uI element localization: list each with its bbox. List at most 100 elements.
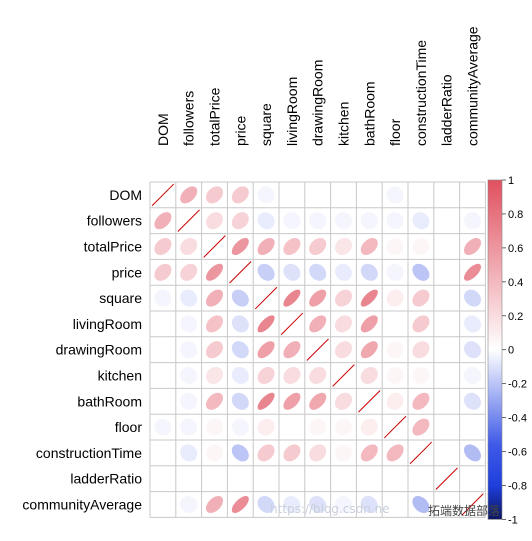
correlation-ellipse <box>463 289 482 307</box>
correlation-ellipse <box>283 366 301 385</box>
correlation-ellipse <box>360 186 378 204</box>
correlation-ellipse <box>309 212 327 230</box>
correlation-ellipse <box>412 418 430 436</box>
correlation-ellipse <box>154 341 172 359</box>
row-label: ladderRatio <box>70 471 142 487</box>
correlation-ellipse <box>412 470 430 488</box>
row-label: totalPrice <box>84 239 143 255</box>
correlation-ellipse <box>412 212 430 230</box>
correlation-ellipse <box>438 495 456 514</box>
correlation-ellipse <box>257 495 275 514</box>
correlation-ellipse <box>360 495 378 514</box>
correlation-ellipse <box>283 289 301 307</box>
correlation-ellipse <box>360 315 378 333</box>
diagonal-mark <box>383 415 407 439</box>
correlation-ellipse <box>386 263 404 281</box>
correlation-ellipse <box>231 444 249 462</box>
row-label: floor <box>115 419 143 435</box>
correlation-ellipse <box>386 470 404 488</box>
correlation-ellipse <box>257 470 275 488</box>
diagonal-mark <box>229 261 252 284</box>
correlation-ellipse <box>231 495 249 514</box>
correlation-ellipse <box>231 237 249 256</box>
column-label: square <box>258 103 274 146</box>
correlation-ellipse <box>334 418 353 436</box>
correlation-ellipse <box>360 341 378 359</box>
correlation-ellipse <box>205 366 224 385</box>
correlation-ellipse <box>438 263 456 281</box>
correlation-ellipse <box>283 186 301 204</box>
diagonal-mark <box>177 209 200 232</box>
correlation-ellipse <box>438 444 456 462</box>
correlation-ellipse <box>257 418 275 436</box>
correlation-ellipse <box>231 366 249 385</box>
column-label: DOM <box>155 113 171 146</box>
correlation-ellipse <box>360 444 378 462</box>
correlation-ellipse <box>360 263 378 281</box>
correlation-ellipse <box>360 212 378 230</box>
correlation-ellipse <box>386 237 404 256</box>
correlation-ellipse <box>231 418 249 436</box>
correlation-ellipse <box>154 212 172 230</box>
correlation-ellipse <box>205 315 224 333</box>
correlation-ellipse <box>257 237 275 256</box>
correlation-ellipse <box>205 289 224 307</box>
correlation-ellipse <box>386 495 404 514</box>
colorbar-tick-label: -0.4 <box>508 413 527 425</box>
diagonal-mark <box>280 312 304 336</box>
correlation-ellipse <box>154 315 172 333</box>
correlation-ellipse <box>463 186 482 204</box>
correlation-ellipse <box>205 341 224 359</box>
correlation-ellipse <box>412 315 430 333</box>
diagonal-mark <box>435 467 458 490</box>
correlation-ellipse <box>257 366 275 385</box>
correlation-ellipse <box>283 418 301 436</box>
correlation-ellipse <box>257 315 275 333</box>
correlation-ellipse <box>205 212 224 230</box>
correlation-ellipse <box>386 366 404 385</box>
correlation-ellipse <box>283 341 301 359</box>
correlation-ellipse <box>309 263 327 281</box>
correlation-ellipse <box>154 366 172 385</box>
correlation-ellipse <box>231 186 249 204</box>
row-label: communityAverage <box>22 497 142 513</box>
correlation-ellipse <box>180 418 198 436</box>
correlation-ellipse <box>154 289 172 307</box>
correlation-ellipse <box>283 444 301 462</box>
diagonal-mark <box>461 493 484 516</box>
colorbar-tick-label: -1 <box>508 514 518 526</box>
correlation-ellipse <box>154 418 172 436</box>
column-label: ladderRatio <box>439 74 455 146</box>
correlation-ellipse <box>309 289 327 307</box>
correlation-ellipse <box>386 212 404 230</box>
correlation-ellipse <box>438 289 456 307</box>
column-label: totalPrice <box>207 87 223 146</box>
correlation-ellipse <box>180 444 198 462</box>
correlation-ellipse <box>180 315 198 333</box>
correlation-ellipse <box>360 366 378 385</box>
correlation-ellipse <box>205 470 224 488</box>
correlation-ellipse <box>309 186 327 204</box>
diagonal-mark <box>151 183 175 207</box>
colorbar <box>487 179 503 520</box>
correlation-ellipse <box>463 392 482 410</box>
correlation-ellipse <box>231 315 249 333</box>
correlation-ellipse <box>438 186 456 204</box>
correlation-ellipse <box>360 470 378 488</box>
correlation-ellipse <box>412 237 430 256</box>
row-label: square <box>99 290 142 306</box>
row-label: DOM <box>109 187 142 203</box>
column-label: floor <box>387 118 403 146</box>
correlation-ellipse <box>463 470 482 488</box>
column-label: followers <box>181 91 197 146</box>
correlation-ellipse <box>180 341 198 359</box>
column-label: bathRoom <box>361 81 377 146</box>
correlation-ellipse <box>438 366 456 385</box>
diagonal-mark <box>254 286 278 310</box>
diagonal-mark <box>306 338 329 361</box>
correlation-ellipse <box>283 237 301 256</box>
correlation-ellipse <box>334 212 353 230</box>
correlation-ellipse <box>180 366 198 385</box>
row-label: drawingRoom <box>56 342 142 358</box>
